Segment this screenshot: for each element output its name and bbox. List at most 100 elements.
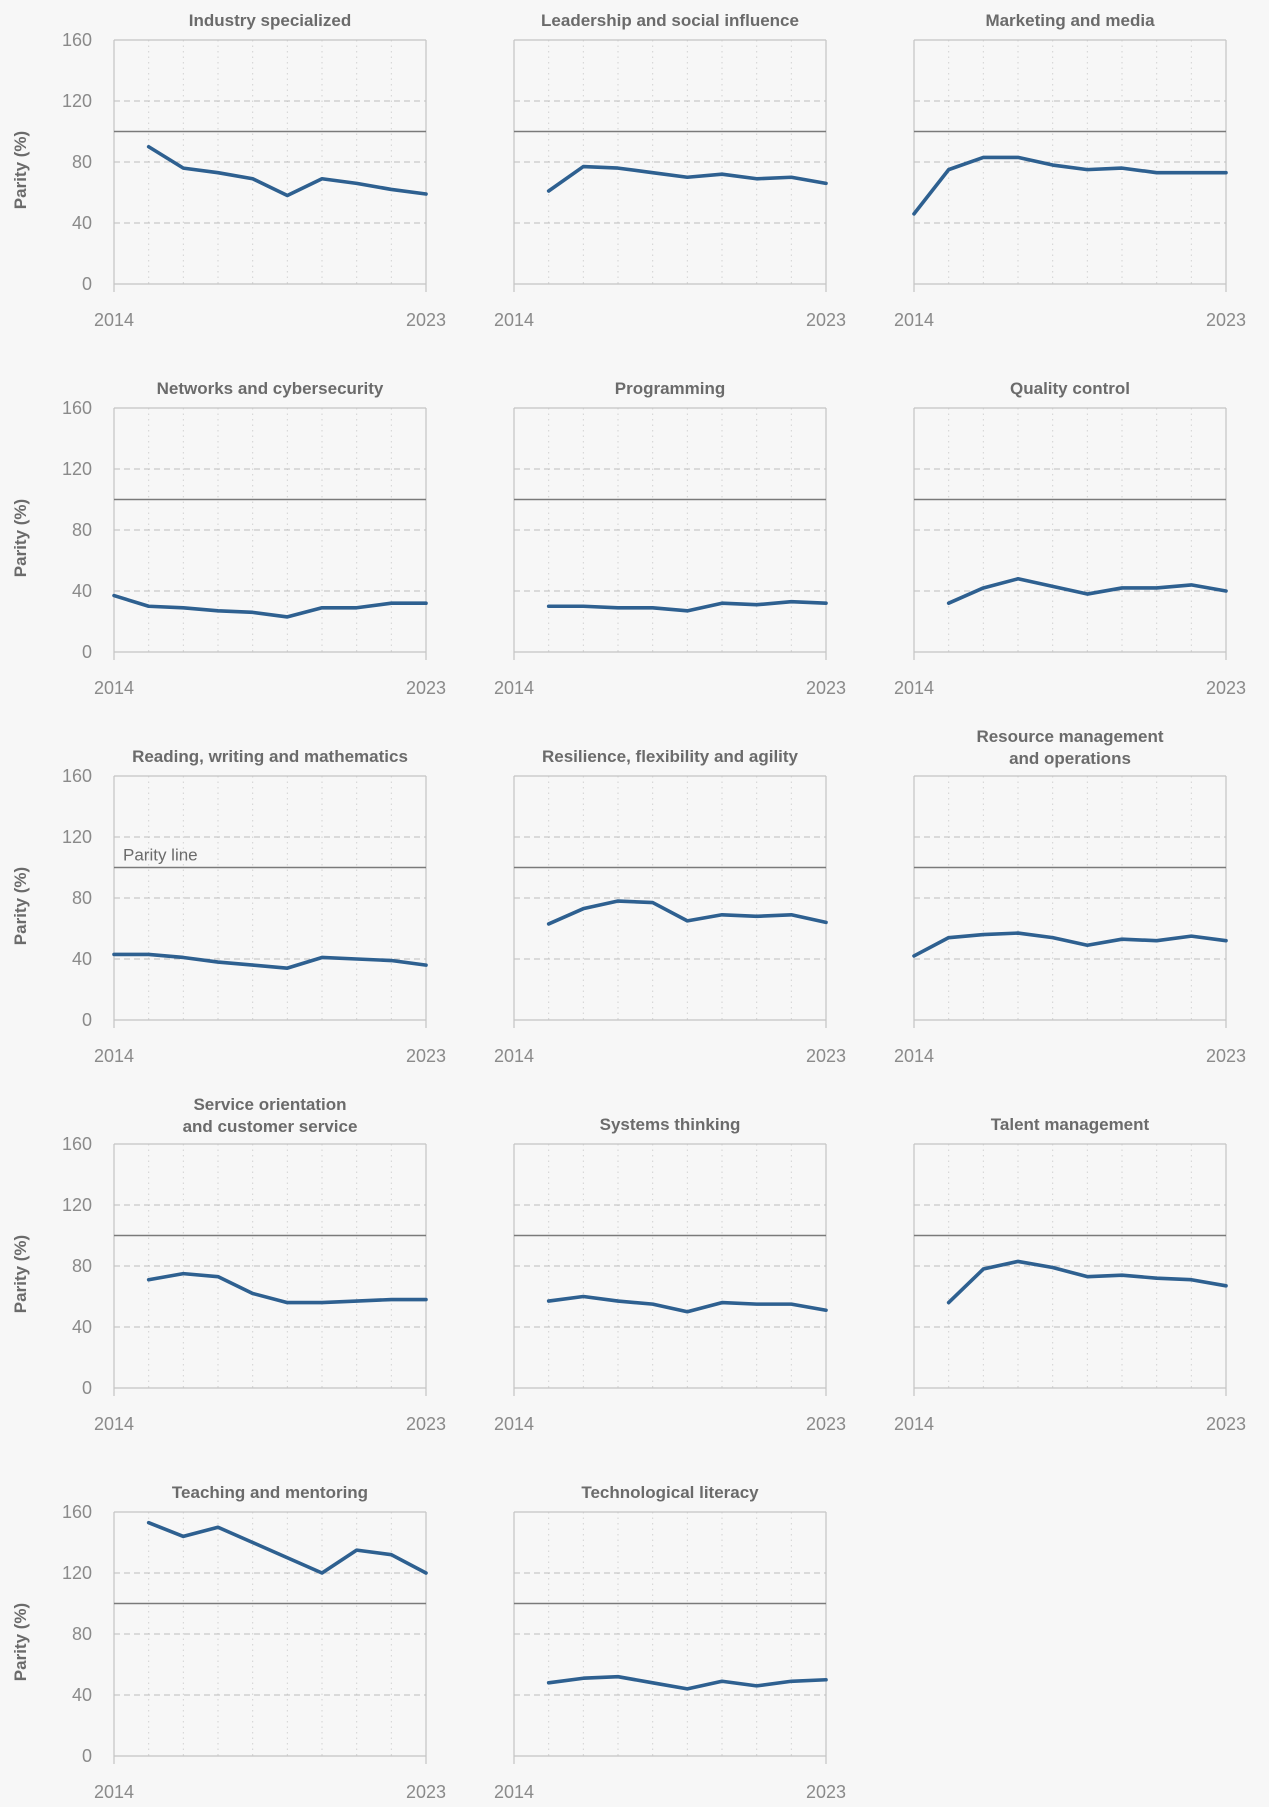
x-tick-label: 2014 xyxy=(94,1414,134,1434)
y-tick-label: 40 xyxy=(72,949,92,969)
panel-8: Resilience, flexibility and agility 2014 2… xyxy=(494,747,846,1066)
y-tick-label: 160 xyxy=(62,766,92,786)
y-axis-title: Parity (%) xyxy=(11,1603,30,1681)
y-tick-label: 160 xyxy=(62,30,92,50)
panel-title: Teaching and mentoring xyxy=(172,1483,368,1502)
y-tick-label: 160 xyxy=(62,1134,92,1154)
x-tick-label: 2023 xyxy=(406,1782,446,1802)
y-tick-label: 80 xyxy=(72,520,92,540)
y-tick-label: 0 xyxy=(82,1010,92,1030)
x-tick-label: 2014 xyxy=(894,310,934,330)
x-tick-label: 2014 xyxy=(894,678,934,698)
series-line xyxy=(946,1259,1228,1305)
panel-2: Leadership and social influence 2014 2023 xyxy=(494,11,846,330)
parity-line-label: Parity line xyxy=(123,846,198,865)
panel-title: Networks and cybersecurity xyxy=(157,379,384,398)
panel-title: Systems thinking xyxy=(600,1115,741,1134)
panel-9: Resource management and operations 2014 202… xyxy=(894,727,1246,1066)
y-tick-label: 0 xyxy=(82,1746,92,1766)
x-tick-label: 2023 xyxy=(406,1414,446,1434)
series-line xyxy=(546,599,828,613)
x-tick-label: 2014 xyxy=(494,678,534,698)
panel-title: Industry specialized xyxy=(189,11,352,30)
panel-13: Teaching and mentoring 2014 2023 0 40 80 120 16… xyxy=(11,1483,446,1802)
panel-title: Reading, writing and mathematics xyxy=(132,747,408,766)
x-tick-label: 2023 xyxy=(1206,1414,1246,1434)
panel-1: Industry specialized 2014 2023 0 40 80 120 160 P… xyxy=(11,11,446,330)
panel-5: Programming 2014 2023 xyxy=(494,379,846,698)
x-tick-label: 2014 xyxy=(494,310,534,330)
y-tick-label: 80 xyxy=(72,1256,92,1276)
y-axis-title: Parity (%) xyxy=(11,131,30,209)
series-line xyxy=(112,952,428,970)
x-tick-label: 2023 xyxy=(806,1414,846,1434)
x-tick-label: 2023 xyxy=(1206,678,1246,698)
panel-title: Marketing and media xyxy=(985,11,1155,30)
panel-title: Programming xyxy=(615,379,726,398)
y-axis-title: Parity (%) xyxy=(11,1235,30,1313)
x-tick-label: 2014 xyxy=(494,1414,534,1434)
series-line xyxy=(912,155,1228,216)
x-tick-label: 2023 xyxy=(406,1046,446,1066)
x-tick-label: 2014 xyxy=(494,1046,534,1066)
y-axis-title: Parity (%) xyxy=(11,867,30,945)
series-line xyxy=(546,1674,828,1691)
y-tick-label: 80 xyxy=(72,1624,92,1644)
y-tick-label: 0 xyxy=(82,642,92,662)
panel-title: Resource management xyxy=(976,727,1163,746)
panel-3: Marketing and media 2014 2023 xyxy=(894,11,1246,330)
series-line xyxy=(146,1271,428,1305)
x-tick-label: 2023 xyxy=(1206,1046,1246,1066)
panel-7: Parity line Reading, writing and mathemat… xyxy=(11,747,446,1066)
panel-14: Technological literacy 2014 2023 xyxy=(494,1483,846,1802)
y-axis-title: Parity (%) xyxy=(11,499,30,577)
panel-title: Technological literacy xyxy=(581,1483,759,1502)
x-tick-label: 2014 xyxy=(94,1782,134,1802)
y-tick-label: 120 xyxy=(62,1195,92,1215)
y-tick-label: 0 xyxy=(82,274,92,294)
series-line xyxy=(946,576,1228,606)
series-line xyxy=(546,1294,828,1314)
x-tick-label: 2023 xyxy=(806,310,846,330)
x-tick-label: 2014 xyxy=(894,1414,934,1434)
x-tick-label: 2014 xyxy=(94,1046,134,1066)
series-line xyxy=(146,1520,428,1575)
series-line xyxy=(546,164,828,193)
panel-12: Talent management 2014 2023 xyxy=(894,1115,1246,1434)
y-tick-label: 120 xyxy=(62,91,92,111)
y-tick-label: 160 xyxy=(62,1502,92,1522)
panel-title: Resilience, flexibility and agility xyxy=(542,747,799,766)
panel-title: Quality control xyxy=(1010,379,1130,398)
panel-title: Leadership and social influence xyxy=(541,11,799,30)
x-tick-label: 2014 xyxy=(94,678,134,698)
series-line xyxy=(112,593,428,619)
series-line xyxy=(546,899,828,926)
x-tick-label: 2023 xyxy=(806,678,846,698)
y-tick-label: 120 xyxy=(62,459,92,479)
panel-11: Systems thinking 2014 2023 xyxy=(494,1115,846,1434)
panel-4: Networks and cybersecurity 2014 2023 0 40 80 1… xyxy=(11,379,446,698)
y-tick-label: 120 xyxy=(62,1563,92,1583)
x-tick-label: 2014 xyxy=(894,1046,934,1066)
x-tick-label: 2023 xyxy=(406,310,446,330)
x-tick-label: 2023 xyxy=(406,678,446,698)
panel-title: and operations xyxy=(1009,749,1131,768)
series-line xyxy=(912,931,1228,958)
x-tick-label: 2014 xyxy=(94,310,134,330)
panel-title: and customer service xyxy=(183,1117,358,1136)
y-tick-label: 40 xyxy=(72,1685,92,1705)
x-tick-label: 2014 xyxy=(494,1782,534,1802)
panel-title: Service orientation xyxy=(193,1095,346,1114)
y-tick-label: 80 xyxy=(72,152,92,172)
x-tick-label: 2023 xyxy=(1206,310,1246,330)
y-tick-label: 160 xyxy=(62,398,92,418)
y-tick-label: 80 xyxy=(72,888,92,908)
x-tick-label: 2023 xyxy=(806,1782,846,1802)
y-tick-label: 40 xyxy=(72,581,92,601)
panel-10: Service orientation and customer service 2… xyxy=(11,1095,446,1434)
y-tick-label: 120 xyxy=(62,827,92,847)
y-tick-label: 0 xyxy=(82,1378,92,1398)
y-tick-label: 40 xyxy=(72,213,92,233)
series-line xyxy=(146,144,428,198)
